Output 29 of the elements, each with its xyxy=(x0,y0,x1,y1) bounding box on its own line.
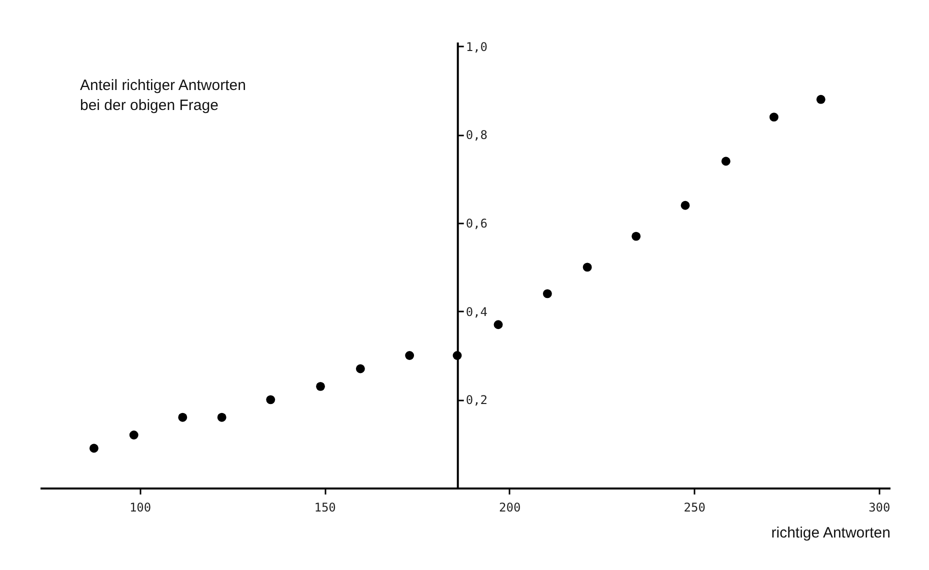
point xyxy=(542,289,552,298)
x-tick-label: 100 xyxy=(129,500,152,514)
point xyxy=(89,444,98,453)
x-axis-title: richtige Antworten xyxy=(771,524,890,542)
point xyxy=(680,200,690,210)
x-tick-label: 200 xyxy=(499,500,521,514)
y-tick-label: 0,4 xyxy=(466,304,488,319)
point xyxy=(217,412,226,422)
point xyxy=(405,351,414,360)
x-tick-label: 250 xyxy=(684,500,706,514)
y-tick-label: 0,2 xyxy=(466,393,488,408)
point xyxy=(356,364,365,374)
point xyxy=(316,382,325,391)
point xyxy=(494,320,503,330)
y-tick-label: 1,0 xyxy=(466,40,488,54)
point xyxy=(178,412,188,422)
point xyxy=(632,232,641,241)
y-axis-title: Anteil richtiger Antworten bei der obigen Frage xyxy=(80,77,246,114)
point xyxy=(266,395,276,404)
point xyxy=(816,94,826,104)
point xyxy=(452,351,462,360)
point xyxy=(129,430,138,440)
point xyxy=(582,262,592,272)
x-tick-label: 150 xyxy=(314,500,336,514)
point xyxy=(769,112,778,122)
point xyxy=(721,156,730,166)
y-tick-label: 0,8 xyxy=(466,128,488,142)
y-tick-label: 0,6 xyxy=(466,216,488,231)
x-tick-label: 300 xyxy=(868,500,890,514)
